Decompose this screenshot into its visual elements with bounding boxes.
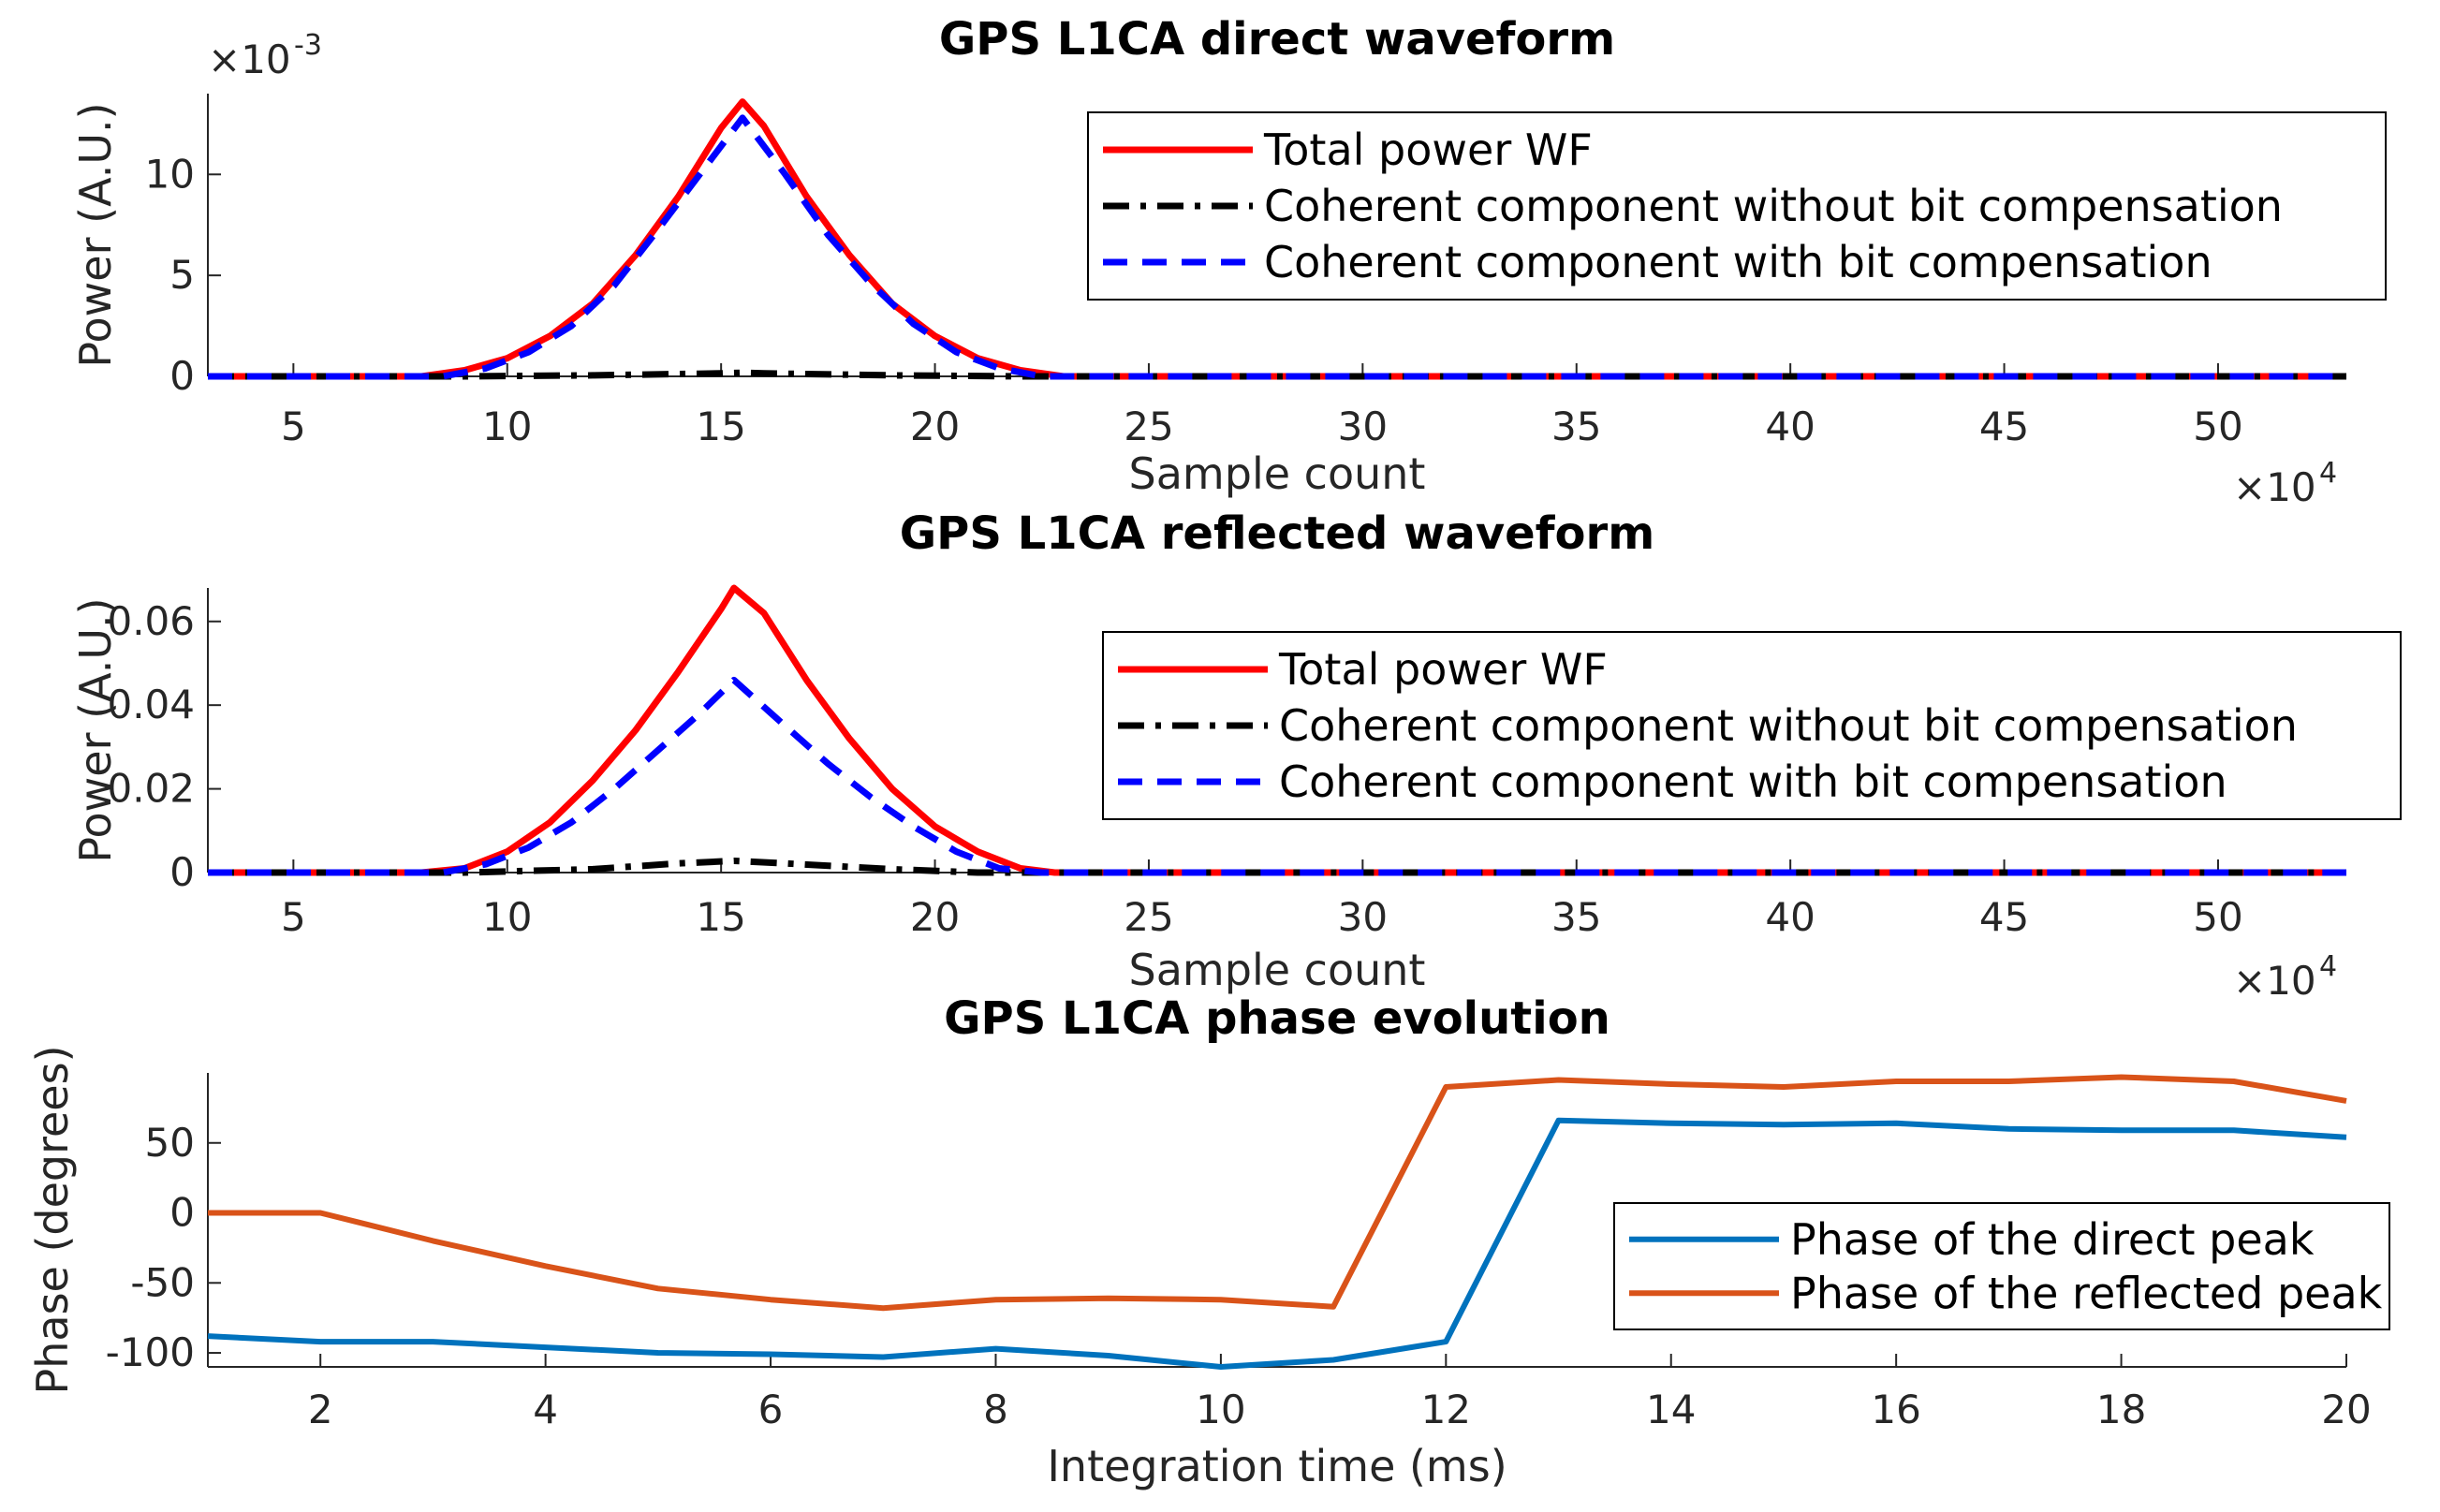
x-tick-label: 40 [1765,404,1815,449]
x-tick-label: 25 [1124,894,1173,940]
x-axis-label: Sample count [1129,945,1426,995]
y-tick-label: 0 [169,1190,195,1236]
y-tick-label: 0 [169,353,195,399]
series-line-1 [207,1117,2347,1370]
x-tick-label: 18 [2096,1387,2146,1432]
chart-panel-3: 2 4 6 8 10 12 14 16 18 20 -100 -50 0 50 GPS L1CA phase… [27,992,2390,1491]
x-tick-label: 10 [482,894,532,940]
y-tick-label: 5 [169,252,195,298]
x-tick-label: 2 [308,1387,333,1432]
y-tick-label: 50 [145,1120,195,1166]
x-tick-label: 15 [696,894,745,940]
legend-entry-1: Total power WF [1278,644,1608,695]
x-tick-label: 4 [533,1387,558,1432]
x-exponent-power: 4 [2319,457,2337,490]
y-tick-label: 0 [169,849,195,895]
legend-entry-3: Coherent component with bit compensation [1264,237,2212,287]
chart-panel-2: 5 10 15 20 25 30 35 40 45 50 0 0.02 0.04 0.06 GPS L1CA… [70,507,2402,1004]
series-line-2 [208,858,2346,876]
y-tick-label: 0.02 [107,766,195,812]
legend-box [1102,631,2402,820]
x-tick-label: 5 [281,404,306,449]
x-tick-label: 5 [281,894,306,940]
series-line-3 [208,676,2346,876]
chart-title: GPS L1CA direct waveform [939,13,1615,66]
y-exponent-power: -3 [294,29,322,62]
x-exponent-power: 4 [2319,950,2337,983]
y-tick-label: 0.04 [107,682,195,727]
x-tick-label: 16 [1871,1387,1920,1432]
y-tick-label: -50 [130,1259,195,1305]
x-tick-label: 45 [1979,404,2029,449]
x-tick-label: 20 [910,404,960,449]
legend-entry-3: Coherent component with bit compensation [1279,756,2227,807]
legend-entry-1: Total power WF [1263,125,1593,175]
x-tick-label: 30 [1338,404,1388,449]
x-tick-label: 35 [1551,404,1601,449]
x-tick-label: 40 [1765,894,1815,940]
y-exponent-base: ×10 [208,37,291,82]
legend-entry-2: Coherent component without bit compensat… [1264,181,2283,231]
x-axis-label: Sample count [1129,448,1426,499]
x-tick-label: 50 [2193,404,2242,449]
y-axis-label: Phase (degrees) [27,1045,78,1394]
y-axis-label: Power (A.U.) [70,597,121,862]
chart-panel-1: 5 10 15 20 25 30 35 40 45 50 0 5 10 GPS L1CA direct w… [70,13,2387,510]
y-axis-label: Power (A.U.) [70,102,121,367]
y-tick-label: 0.06 [107,598,195,644]
x-tick-label: 15 [696,404,745,449]
x-tick-label: 30 [1338,894,1388,940]
chart-title: GPS L1CA phase evolution [944,992,1610,1045]
y-tick-label: -100 [106,1329,195,1375]
x-tick-label: 20 [2321,1387,2371,1432]
x-tick-label: 50 [2193,894,2242,940]
x-tick-label: 10 [1196,1387,1245,1432]
series-line-2 [208,1074,2347,1312]
series-line-2 [208,369,2346,380]
y-tick-label: 10 [145,151,195,197]
x-tick-label: 12 [1421,1387,1471,1432]
series-line-3 [208,114,2346,380]
legend-entry-2: Coherent component without bit compensat… [1279,700,2298,751]
chart-title: GPS L1CA reflected waveform [900,507,1654,560]
legend: Total power WF Coherent component without… [1087,111,2387,301]
series-line-1 [208,584,2346,876]
x-tick-label: 45 [1979,894,2029,940]
x-tick-label: 20 [910,894,960,940]
x-axis-label: Integration time (ms) [1047,1441,1507,1491]
x-tick-label: 8 [983,1387,1008,1432]
x-tick-label: 10 [482,404,532,449]
x-exponent-base: ×10 [2233,464,2316,510]
legend-box [1087,111,2387,301]
legend-box [1613,1202,2390,1330]
legend-entry-2: Phase of the reflected peak [1790,1268,2383,1318]
x-tick-label: 14 [1646,1387,1696,1432]
x-tick-label: 6 [758,1387,784,1432]
legend-entry-1: Phase of the direct peak [1790,1214,2315,1265]
x-tick-label: 25 [1124,404,1173,449]
x-exponent-base: ×10 [2233,958,2316,1004]
x-tick-label: 35 [1551,894,1601,940]
